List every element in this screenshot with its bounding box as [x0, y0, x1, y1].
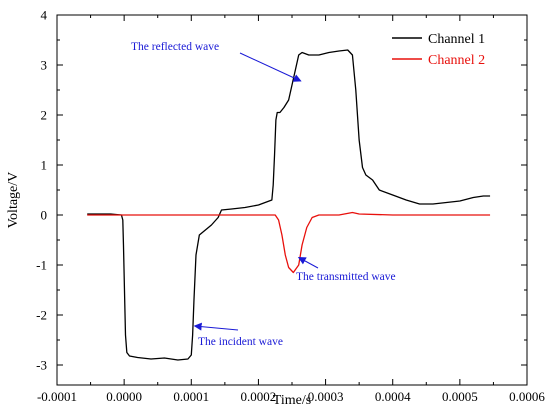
y-tick-label: 1: [41, 158, 48, 173]
legend-label-channel-2: Channel 2: [428, 53, 485, 68]
plot-frame: [56, 14, 528, 386]
series-layer: [87, 49, 491, 361]
x-tick-label: -0.0001: [37, 389, 77, 404]
y-tick-label: 3: [41, 58, 48, 73]
legend: Channel 1 Channel 2: [392, 32, 485, 68]
y-axis-title: Voltage/V: [6, 172, 21, 229]
x-tick-label: 0.0003: [308, 389, 344, 404]
annotation-arrow: [239, 52, 302, 82]
x-tick-label: 0.0002: [241, 389, 277, 404]
annotation-arrow: [193, 322, 239, 331]
annotation-arrow: [297, 257, 319, 269]
y-tick-label: -2: [36, 308, 47, 323]
x-tick-label: 0.0005: [442, 389, 478, 404]
y-tick-label: -3: [36, 358, 47, 373]
annotation-label: The incident wave: [198, 336, 283, 348]
y-tick-label: 0: [41, 208, 48, 223]
y-tick-label: 2: [41, 108, 48, 123]
y-tick-label: 4: [41, 8, 48, 23]
annotations: The reflected wave The transmitted wave Th…: [131, 41, 396, 348]
x-tick-label: 0.0006: [509, 389, 545, 404]
annotation-label: The reflected wave: [131, 41, 219, 53]
x-axis: -0.0001 0.0000 0.0001 0.0002 0.0003 0.0004 0.0…: [37, 15, 545, 404]
series-line-channel-1: [87, 49, 491, 361]
legend-label-channel-1: Channel 1: [428, 32, 485, 47]
x-tick-label: 0.0004: [375, 389, 411, 404]
x-axis-title: Time/s: [273, 393, 311, 407]
x-tick-label: 0.0001: [173, 389, 209, 404]
series-line-channel-2: [87, 211, 491, 274]
y-tick-label: -1: [36, 258, 47, 273]
y-axis: -3 -2 -1 0 1 2 3 4: [36, 8, 527, 373]
x-tick-label: 0.0000: [106, 389, 142, 404]
annotation-label: The transmitted wave: [296, 271, 396, 283]
